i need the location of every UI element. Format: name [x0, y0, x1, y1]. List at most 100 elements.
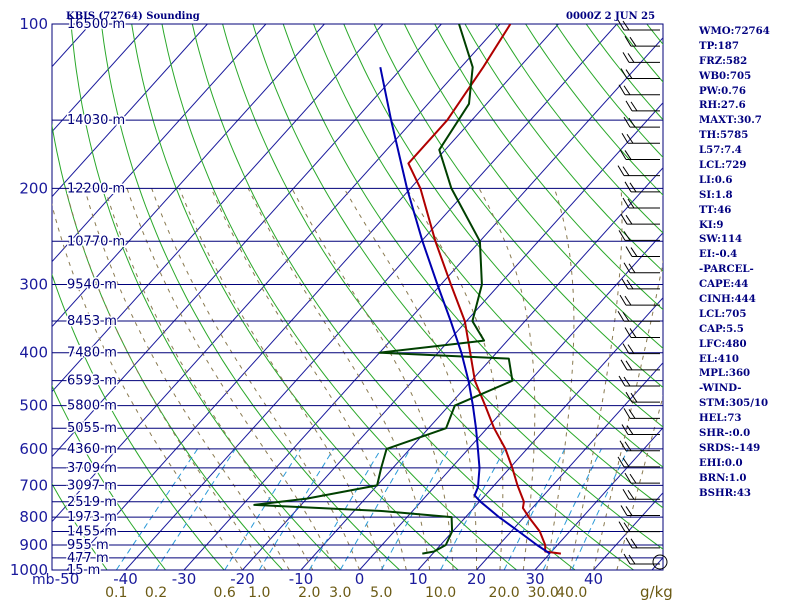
wind-barb-flag	[622, 197, 630, 209]
station-title: KBIS (72764) Sounding	[66, 11, 200, 22]
wind-barb-flag	[626, 279, 634, 290]
wind-barb-flag	[620, 359, 628, 371]
stat-line: TH:5785	[699, 129, 749, 142]
height-label: 1455 m	[67, 524, 117, 539]
wind-barb-flag	[617, 456, 625, 468]
height-label: 14030 m	[67, 113, 125, 128]
stat-line: HEL:73	[699, 412, 742, 425]
wind-barb-flag	[625, 391, 633, 403]
wind-barb-flag	[620, 68, 628, 79]
wind-barb	[624, 35, 660, 47]
wind-barb-flag	[617, 19, 625, 31]
isotherm-line	[52, 24, 442, 458]
moist-adiabat-line	[406, 188, 504, 570]
dry-adiabat-line	[191, 24, 576, 570]
mixing-ratio-label: 40.0	[556, 585, 587, 600]
sounding-time: 0000Z 2 JUN 25	[566, 11, 655, 22]
stat-line: TP:187	[699, 39, 739, 52]
stat-line: MPL:360	[699, 367, 751, 380]
wind-barb-flag	[624, 150, 632, 160]
height-label: 15 m	[67, 563, 100, 578]
height-label: 6593 m	[67, 374, 117, 389]
wind-barb-flag	[618, 375, 626, 387]
moist-adiabat-line	[343, 188, 477, 570]
wind-barb-flag	[625, 246, 633, 257]
isotherm-line	[242, 102, 663, 570]
stat-line: STM:305/10	[699, 397, 769, 410]
wind-barb	[621, 278, 660, 290]
dry-adiabat-line	[100, 24, 400, 570]
wind-barb	[618, 230, 660, 241]
wind-barb-flag	[620, 505, 628, 516]
pressure-label: 200	[19, 179, 48, 197]
sounding-traces	[253, 24, 562, 555]
wind-barb-flag	[622, 311, 630, 322]
dry-adiabat-line	[525, 24, 663, 196]
wind-barb-flag	[621, 133, 629, 144]
stat-line: EHI:0.0	[699, 456, 743, 469]
wind-barb-flag	[623, 408, 631, 419]
height-label: 477 m	[67, 551, 109, 566]
wind-barb-flag	[630, 101, 638, 112]
wind-barb	[619, 149, 660, 160]
wind-barb-flag	[628, 263, 636, 274]
dry-adiabat-line	[252, 24, 663, 550]
wind-barb-flag	[622, 52, 630, 63]
height-label: 3097 m	[67, 478, 117, 493]
stat-line: TT:46	[699, 203, 732, 216]
dewpoint-trace	[253, 24, 514, 555]
wind-barb	[622, 52, 660, 63]
stat-line: FRZ:582	[699, 54, 748, 67]
wind-barb-flag	[628, 554, 636, 565]
height-label: 8453 m	[67, 314, 117, 329]
temperature-tick-label: -30	[172, 570, 197, 588]
stat-line: L57:7.4	[699, 144, 742, 157]
moist-adiabat-line	[569, 188, 623, 570]
wind-barb	[625, 246, 660, 258]
pressure-label: 600	[19, 440, 48, 458]
dry-adiabat-line	[131, 24, 459, 570]
stat-line: RH:27.6	[699, 99, 746, 112]
wind-barb	[617, 19, 660, 31]
isotherm-line	[300, 167, 663, 570]
dry-adiabat-line	[282, 24, 663, 509]
wind-barb	[619, 440, 660, 452]
wind-barb-flag	[626, 133, 634, 144]
mixing-ratio-label: 5.0	[370, 585, 392, 600]
wind-barb-flag	[628, 117, 636, 128]
wind-barb-flag	[627, 344, 635, 354]
mixing-ratio-label: 1.0	[248, 585, 270, 600]
height-label: 9540 m	[67, 278, 117, 293]
dry-adiabat-line	[585, 24, 663, 121]
mixing-ratio-label: 2.0	[298, 585, 320, 600]
stats-panel: WMO:72764 TP:187 FRZ:582 WB0:705 PW:0.76 RH:2…	[699, 24, 770, 501]
isotherm-line	[183, 37, 663, 570]
wind-barb-flag	[619, 440, 627, 451]
wind-barb-flag	[628, 409, 636, 419]
wind-barb	[617, 456, 660, 468]
mixing-ratio-label: 0.6	[214, 585, 236, 600]
stat-line: PW:0.76	[699, 84, 746, 97]
wind-barb-flag	[622, 20, 630, 31]
isotherm-line	[52, 24, 267, 263]
stat-line: SI:1.8	[699, 188, 733, 201]
temperature-tick-label: 0	[355, 570, 365, 588]
temperature-tick-label: -20	[230, 570, 255, 588]
temperature-tick-label: -10	[289, 570, 314, 588]
wind-barb	[621, 133, 660, 144]
isotherm-line	[417, 297, 663, 570]
dry-adiabat-line	[52, 273, 225, 570]
dry-adiabat-line	[222, 24, 634, 570]
stat-line: CINH:444	[699, 293, 756, 306]
wind-barb	[622, 197, 660, 209]
dry-adiabat-line	[403, 24, 663, 349]
stat-line: EL:410	[699, 352, 739, 365]
wind-barb-flag	[621, 424, 629, 435]
stat-line: MAXT:30.7	[699, 114, 762, 127]
wind-barb	[619, 294, 660, 306]
height-label: 16500 m	[67, 17, 125, 32]
isotherm-line	[52, 24, 325, 328]
pressure-label: 400	[19, 344, 48, 362]
wind-barb-flag	[618, 521, 626, 532]
isobar-lines	[52, 23, 663, 571]
